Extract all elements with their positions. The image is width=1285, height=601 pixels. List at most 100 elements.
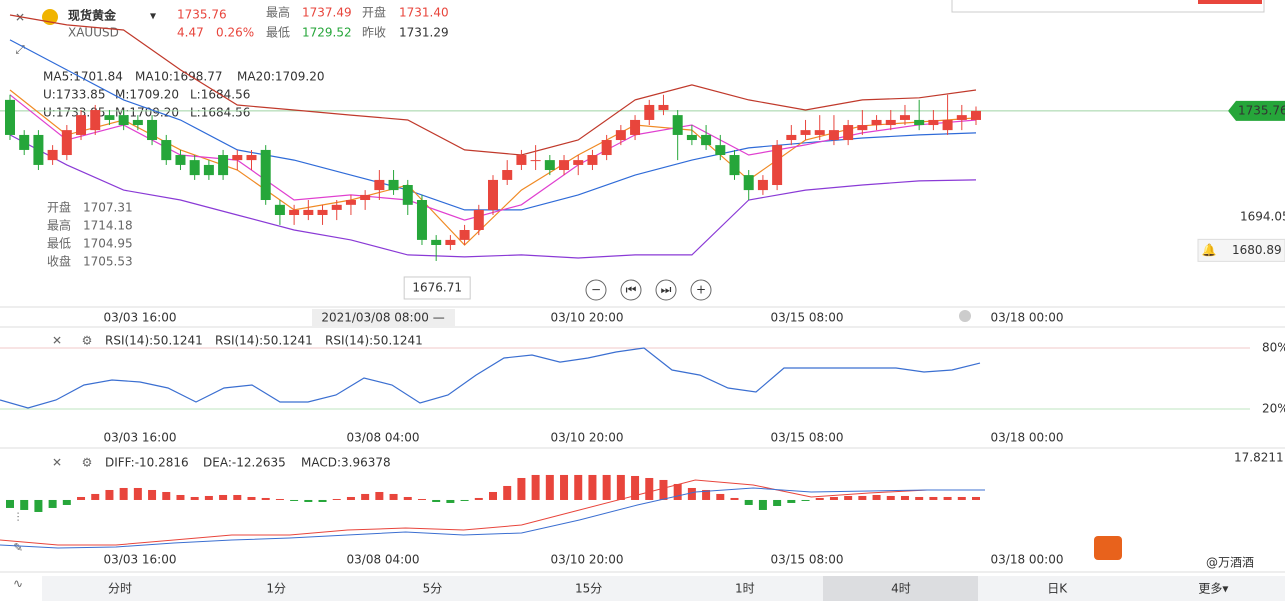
dropdown-icon[interactable]: ▾: [150, 9, 156, 23]
settings-icon[interactable]: ⚙: [82, 334, 93, 348]
ma-legend: MA10:1698.77: [135, 70, 223, 84]
macd-bar: [162, 491, 171, 500]
macd-bar: [972, 496, 980, 500]
candle-body: [175, 155, 186, 165]
candle-body: [942, 119, 953, 131]
candle-body: [516, 155, 527, 165]
macd-bar: [588, 474, 597, 500]
ohlc-value: 1705.53: [83, 255, 133, 269]
candle-body: [246, 155, 257, 161]
x-tick-label: 03/03 16:00: [104, 553, 177, 567]
candle-body: [502, 170, 513, 180]
macd-bar: [233, 494, 242, 500]
macd-bar: [503, 485, 512, 500]
tab[interactable]: 日K: [1047, 582, 1068, 596]
candle-body: [459, 229, 470, 240]
macd-bar: [332, 498, 341, 500]
bell-icon: 🔔: [1202, 243, 1217, 257]
indicator-line: [9, 14, 977, 156]
macd-bar: [702, 489, 711, 500]
macd-bar: [730, 497, 739, 500]
ohlc-value: 1704.95: [83, 237, 133, 251]
change: 4.47: [177, 26, 204, 40]
x-tick-label: 03/15 08:00: [771, 431, 844, 445]
low-label-box: [403, 276, 471, 300]
macd-bar: [645, 477, 654, 500]
macd-bar: [673, 483, 682, 500]
macd-bar: [801, 499, 810, 501]
tab[interactable]: 4时: [891, 582, 911, 596]
macd-bar: [716, 493, 725, 500]
candle-body: [644, 104, 655, 120]
macd-bar: [190, 496, 199, 500]
candle-body: [232, 155, 243, 161]
macd-bar: [858, 495, 867, 500]
rsi-line: [0, 347, 981, 409]
close-icon[interactable]: ✕: [15, 11, 25, 25]
x-tick-label: 03/15 08:00: [771, 311, 844, 325]
macd-bar: [417, 498, 426, 500]
macd-bar: [389, 493, 398, 500]
macd-bar: [915, 496, 924, 500]
y-tick-label: 20%: [1262, 401, 1285, 415]
popup-button[interactable]: [1198, 0, 1262, 4]
tab[interactable]: 15分: [575, 582, 602, 596]
next-button[interactable]: [655, 279, 677, 301]
macd-bar: [659, 479, 668, 500]
macd-bar: [148, 489, 157, 500]
candle-body: [587, 155, 598, 165]
x-tick-label: 03/10 20:00: [551, 553, 624, 567]
macd-bar: [403, 496, 412, 500]
candle-body: [33, 134, 44, 165]
tool-icon[interactable]: ⫶: [16, 511, 19, 525]
candle-body: [19, 134, 30, 150]
macd-bar: [560, 474, 569, 500]
tab[interactable]: 1分: [266, 582, 286, 596]
tab[interactable]: 5分: [423, 582, 443, 596]
candle-body: [743, 175, 754, 191]
ohlc-label: 最高: [47, 218, 71, 233]
prev: 1731.29: [399, 26, 449, 40]
boll-legend: M:1709.20: [115, 88, 179, 102]
macd-bar: [361, 493, 370, 500]
candle-body: [473, 209, 484, 230]
ime-icon: [1094, 536, 1122, 560]
macd-bar: [133, 487, 142, 500]
tab[interactable]: 分时: [108, 582, 132, 596]
diff-line: [0, 479, 985, 546]
zoom-out[interactable]: [585, 279, 607, 301]
macd-bar: [758, 499, 767, 510]
tab[interactable]: 1时: [735, 582, 755, 596]
instrument-name[interactable]: 现货黄金: [68, 8, 117, 23]
macd-legend: DIFF:-10.2816: [105, 456, 189, 470]
zoom-in-icon: +: [696, 283, 706, 297]
close-icon[interactable]: ✕: [52, 334, 62, 348]
macd-bar: [77, 496, 86, 500]
expand-icon[interactable]: ⤢: [14, 43, 25, 57]
macd-bar: [886, 495, 895, 500]
price-label: 1694.05: [1240, 209, 1285, 223]
candle-body: [431, 239, 442, 245]
macd-bar: [517, 477, 526, 500]
macd-bar: [900, 495, 909, 500]
candle-body: [317, 209, 328, 216]
settings-icon[interactable]: ⚙: [82, 456, 93, 470]
ohlc-label: 开盘: [47, 200, 71, 215]
dea-line: [0, 487, 985, 549]
close-icon[interactable]: ✕: [52, 456, 62, 470]
candle-body: [416, 200, 427, 240]
macd-bar: [545, 474, 554, 500]
macd-bar: [787, 499, 796, 503]
tool-icon[interactable]: ✎: [13, 541, 23, 555]
candle-body: [445, 239, 456, 245]
tool-icon[interactable]: ∿: [13, 577, 23, 591]
tab[interactable]: 更多▾: [1198, 582, 1228, 596]
macd-bar: [460, 499, 469, 501]
candle-body: [118, 115, 129, 126]
boll-legend: U:1733.85: [43, 106, 105, 120]
zoom-in[interactable]: [690, 279, 712, 301]
macd-bar: [219, 494, 228, 500]
prev-button[interactable]: [620, 279, 642, 301]
candle-body: [573, 160, 584, 165]
candle-body: [899, 115, 910, 120]
